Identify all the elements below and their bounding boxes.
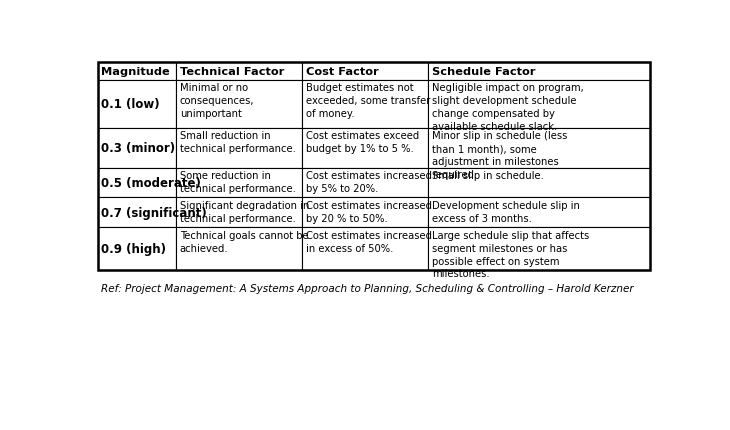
Text: Significant degradation in
technical performance.: Significant degradation in technical per… [180, 200, 310, 223]
Bar [302, 168, 429, 198]
Text: Technical Factor: Technical Factor [180, 67, 284, 77]
Text: Small reduction in
technical performance.: Small reduction in technical performance… [180, 131, 296, 154]
Text: Cost estimates increased
by 20 % to 50%.: Cost estimates increased by 20 % to 50%. [306, 200, 431, 223]
Bar [429, 63, 650, 80]
Bar [177, 228, 302, 271]
Bar [177, 63, 302, 80]
Text: Cost estimates increased
by 5% to 20%.: Cost estimates increased by 5% to 20%. [306, 171, 431, 194]
Text: Magnitude: Magnitude [101, 67, 170, 77]
Bar [98, 63, 177, 80]
Bar [98, 129, 177, 168]
Text: Small slip in schedule.: Small slip in schedule. [431, 171, 544, 181]
Text: 0.3 (minor): 0.3 (minor) [101, 142, 175, 155]
Text: Schedule Factor: Schedule Factor [431, 67, 535, 77]
Bar [98, 168, 177, 198]
Text: 0.1 (low): 0.1 (low) [101, 98, 160, 111]
Text: Budget estimates not
exceeded, some transfer
of money.: Budget estimates not exceeded, some tran… [306, 83, 430, 119]
Bar [177, 168, 302, 198]
Bar [429, 80, 650, 129]
Text: Large schedule slip that affects
segment milestones or has
possible effect on sy: Large schedule slip that affects segment… [431, 230, 589, 279]
Bar [177, 198, 302, 228]
Bar [429, 129, 650, 168]
Text: Some reduction in
technical performance.: Some reduction in technical performance. [180, 171, 296, 194]
Bar [98, 80, 177, 129]
Text: 0.7 (significant): 0.7 (significant) [101, 206, 207, 219]
Bar [302, 63, 429, 80]
Bar [429, 228, 650, 271]
Bar [98, 63, 650, 271]
Text: Cost estimates increased
in excess of 50%.: Cost estimates increased in excess of 50… [306, 230, 431, 253]
Text: Technical goals cannot be
achieved.: Technical goals cannot be achieved. [180, 230, 309, 253]
Text: 0.5 (moderate): 0.5 (moderate) [101, 177, 201, 190]
Text: 0.9 (high): 0.9 (high) [101, 243, 166, 256]
Text: Development schedule slip in
excess of 3 months.: Development schedule slip in excess of 3… [431, 200, 580, 223]
Text: Minimal or no
consequences,
unimportant: Minimal or no consequences, unimportant [180, 83, 254, 119]
Bar [177, 129, 302, 168]
Bar [98, 228, 177, 271]
Bar [98, 198, 177, 228]
Bar [177, 80, 302, 129]
Text: Minor slip in schedule (less
than 1 month), some
adjustment in milestones
requir: Minor slip in schedule (less than 1 mont… [431, 131, 567, 179]
Text: Ref: Project Management: A Systems Approach to Planning, Scheduling & Controllin: Ref: Project Management: A Systems Appro… [101, 283, 634, 293]
Bar [429, 198, 650, 228]
Text: Cost estimates exceed
budget by 1% to 5 %.: Cost estimates exceed budget by 1% to 5 … [306, 131, 419, 154]
Bar [302, 80, 429, 129]
Bar [302, 198, 429, 228]
Bar [302, 228, 429, 271]
Bar [429, 168, 650, 198]
Text: Cost Factor: Cost Factor [306, 67, 378, 77]
Bar [302, 129, 429, 168]
Text: Negligible impact on program,
slight development schedule
change compensated by
: Negligible impact on program, slight dev… [431, 83, 583, 131]
